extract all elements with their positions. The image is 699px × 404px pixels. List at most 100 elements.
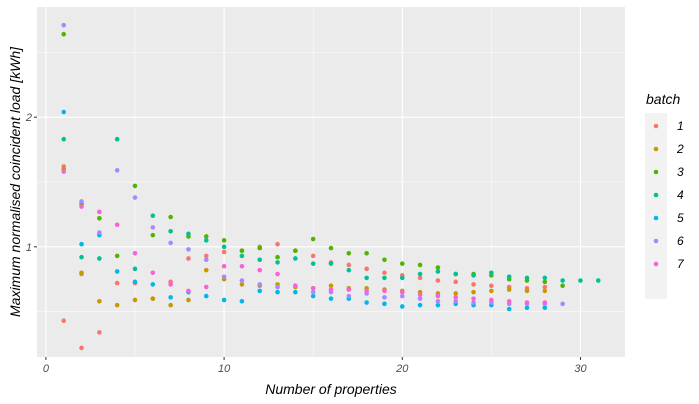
legend-key-batch-7 (653, 261, 659, 267)
minor-gridlines (37, 7, 625, 357)
point-batch-5 (275, 289, 280, 295)
point-batch-5 (257, 288, 263, 294)
point-batch-7 (168, 282, 173, 287)
legend-label-batch-1: 1 (677, 119, 684, 133)
point-batch-7 (346, 287, 352, 292)
point-batch-4 (61, 136, 67, 142)
point-batch-4 (79, 254, 84, 260)
point-batch-3 (114, 253, 120, 259)
point-batch-7 (221, 263, 227, 269)
point-batch-6 (97, 230, 102, 235)
point-batch-2 (150, 296, 156, 301)
point-batch-3 (97, 215, 102, 221)
point-batch-6 (114, 168, 120, 173)
point-batch-3 (275, 254, 280, 260)
point-batch-2 (132, 297, 138, 303)
y-tick-label: 1 (26, 242, 32, 254)
legend-title: batch (646, 91, 680, 107)
point-batch-1 (489, 283, 494, 289)
data-points (61, 22, 601, 351)
point-batch-5 (221, 297, 227, 303)
point-batch-3 (382, 257, 387, 263)
point-batch-1 (97, 330, 102, 335)
y-axis-title: Maximum normalised coincident load [kWh] (7, 46, 23, 317)
point-batch-7 (79, 204, 84, 209)
point-batch-1 (275, 241, 280, 247)
point-batch-4 (364, 275, 369, 281)
point-batch-4 (471, 273, 476, 278)
point-batch-1 (471, 282, 476, 287)
point-batch-2 (79, 270, 84, 276)
legend-key-batch-5 (653, 215, 659, 221)
point-batch-4 (97, 256, 102, 261)
point-batch-7 (471, 296, 476, 301)
point-batch-1 (203, 253, 209, 259)
point-batch-1 (364, 266, 369, 272)
point-batch-4 (595, 278, 601, 283)
x-axis-title: Number of properties (265, 381, 397, 397)
point-batch-6 (453, 298, 459, 304)
point-batch-2 (542, 288, 548, 294)
legend-label-batch-3: 3 (677, 165, 684, 179)
point-batch-6 (79, 199, 84, 204)
point-batch-5 (417, 302, 423, 308)
point-batch-7 (293, 283, 298, 289)
point-batch-6 (186, 247, 191, 252)
point-batch-2 (114, 302, 120, 308)
point-batch-1 (417, 275, 423, 281)
point-batch-7 (489, 297, 494, 303)
point-batch-3 (61, 31, 67, 37)
point-batch-4 (239, 253, 245, 259)
point-batch-3 (346, 250, 352, 256)
point-batch-2 (186, 297, 191, 303)
x-tick-label: 0 (43, 363, 50, 375)
point-batch-1 (221, 249, 227, 255)
point-batch-6 (417, 296, 423, 301)
point-batch-2 (168, 302, 173, 308)
point-batch-2 (239, 282, 245, 287)
point-batch-4 (150, 213, 156, 219)
point-batch-5 (399, 304, 405, 309)
legend-key-batch-3 (653, 169, 659, 175)
legend-key-batch-2 (653, 146, 659, 152)
point-batch-6 (168, 240, 173, 246)
point-batch-2 (524, 288, 530, 294)
point-batch-6 (560, 301, 565, 307)
point-batch-3 (560, 283, 565, 289)
point-batch-4 (328, 261, 334, 266)
point-batch-3 (168, 214, 173, 220)
point-batch-7 (399, 289, 405, 295)
point-batch-6 (435, 298, 441, 304)
point-batch-2 (97, 298, 102, 304)
point-batch-7 (453, 295, 459, 300)
point-batch-6 (471, 300, 476, 305)
point-batch-5 (114, 269, 120, 274)
point-batch-1 (79, 345, 84, 351)
point-batch-7 (275, 271, 280, 277)
point-batch-3 (435, 265, 441, 270)
point-batch-3 (328, 245, 334, 251)
point-batch-5 (150, 282, 156, 287)
point-batch-3 (257, 245, 263, 251)
y-tick-label: 2 (25, 112, 32, 124)
point-batch-5 (61, 109, 67, 115)
point-batch-5 (435, 302, 441, 308)
point-batch-4 (524, 275, 530, 281)
point-batch-6 (239, 278, 245, 283)
legend-label-batch-7: 7 (677, 257, 685, 271)
point-batch-6 (310, 289, 316, 295)
point-batch-3 (221, 238, 227, 243)
point-batch-1 (61, 318, 67, 324)
point-batch-7 (257, 267, 263, 273)
point-batch-7 (203, 284, 209, 290)
point-batch-4 (542, 275, 548, 281)
point-batch-7 (186, 288, 191, 294)
point-batch-6 (382, 295, 387, 300)
point-batch-3 (417, 262, 423, 268)
legend-key-background (645, 113, 667, 299)
point-batch-5 (364, 300, 369, 305)
point-batch-2 (203, 267, 209, 273)
x-axis-ticks: 0 10 20 30 (43, 357, 587, 375)
point-batch-2 (328, 283, 334, 289)
